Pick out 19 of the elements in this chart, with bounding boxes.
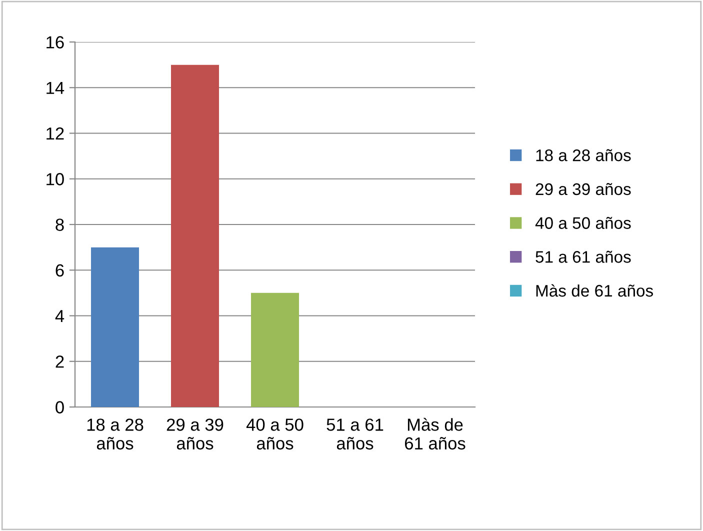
y-tick-label: 6 xyxy=(56,264,64,277)
legend-label: 40 a 50 años xyxy=(535,216,631,229)
x-tick-label: 51 a 61 años xyxy=(326,418,384,450)
legend-label: 51 a 61 años xyxy=(536,250,631,263)
legend-label: Màs de 61 años xyxy=(536,284,653,297)
y-tick-label: 14 xyxy=(46,82,64,94)
y-tick-label: 10 xyxy=(46,173,64,186)
x-tick-label: 40 a 50 años xyxy=(246,418,304,450)
y-tick-label: 4 xyxy=(55,310,64,322)
y-tick-label: 2 xyxy=(56,356,64,368)
x-tick-label: 29 a 39 años xyxy=(166,418,224,450)
y-tick-label: 0 xyxy=(56,401,64,414)
x-tick-label: Màs de 61 años xyxy=(404,418,466,450)
legend-label: 29 a 39 años xyxy=(536,182,631,196)
y-tick-label: 8 xyxy=(56,218,64,231)
legend-label: 18 a 28 años xyxy=(536,149,631,162)
x-tick-label: 18 a 28 años xyxy=(87,418,144,450)
y-tick-label: 12 xyxy=(46,127,64,140)
y-tick-label: 16 xyxy=(46,36,64,48)
